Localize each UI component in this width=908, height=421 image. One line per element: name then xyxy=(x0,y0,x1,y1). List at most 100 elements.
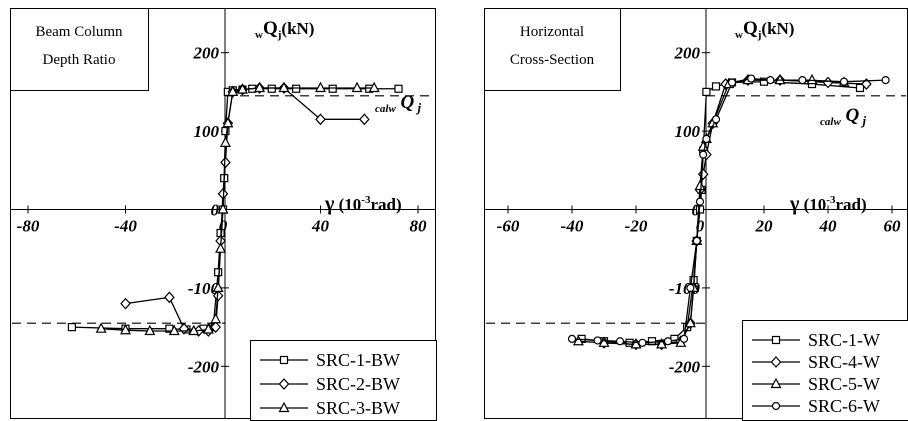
y-tick-label: -100 xyxy=(188,279,220,298)
data-point xyxy=(120,297,131,310)
data-point xyxy=(217,203,229,214)
caption-line: Beam Column xyxy=(35,24,123,40)
data-point xyxy=(798,76,807,85)
data-point xyxy=(315,113,326,126)
x-axis-title: γ (10-3rad) xyxy=(789,193,867,215)
data-point xyxy=(699,150,708,159)
data-point xyxy=(695,197,705,206)
data-point xyxy=(237,83,248,94)
data-point xyxy=(702,87,711,96)
data-point xyxy=(222,116,234,128)
data-point xyxy=(663,337,673,346)
caption-box xyxy=(484,8,621,91)
legend-marker xyxy=(279,355,289,365)
x-tick-label: 80 xyxy=(410,217,428,236)
data-point xyxy=(120,323,131,335)
legend-entry: SRC-2-BW xyxy=(316,374,400,394)
data-point xyxy=(188,324,200,336)
data-point xyxy=(254,81,266,93)
plot-frame xyxy=(10,8,436,419)
data-point xyxy=(684,316,696,328)
data-point xyxy=(368,81,380,93)
data-point xyxy=(210,321,221,334)
series-SRC-3-BW xyxy=(95,81,380,336)
y-tick-label: -200 xyxy=(669,357,701,376)
x-tick-label: 20 xyxy=(755,217,774,236)
legend-marker xyxy=(770,356,782,368)
y-tick-label: 100 xyxy=(675,122,701,141)
data-point xyxy=(630,338,642,349)
legend-entry: SRC-1-BW xyxy=(316,350,400,370)
reference-label: calw Q j xyxy=(820,105,867,128)
legend: SRC-1-BW SRC-2-BW SRC-3-BW xyxy=(250,340,437,421)
data-point xyxy=(567,334,577,343)
data-point xyxy=(67,323,76,332)
data-point xyxy=(839,77,849,86)
data-point xyxy=(212,281,224,293)
chart-panel-2: -60 -40 -20 0 20 40 602001000-100-200wQj(kN)γ … xyxy=(484,8,908,421)
data-point xyxy=(394,84,403,93)
data-point xyxy=(292,84,301,93)
data-point xyxy=(328,84,337,93)
x-axis-title: γ (10-3rad) xyxy=(324,193,402,215)
data-point xyxy=(692,236,701,245)
data-point xyxy=(679,334,689,343)
x-tick-label: 0 xyxy=(219,217,228,236)
y-tick-label: 200 xyxy=(674,44,701,63)
legend-entry: SRC-3-BW xyxy=(316,398,400,418)
data-point xyxy=(219,136,231,147)
legend-marker xyxy=(278,401,290,413)
caption-box xyxy=(10,8,149,91)
data-point xyxy=(702,134,711,144)
y-tick-label: 200 xyxy=(193,44,220,63)
data-point xyxy=(168,324,180,336)
data-point xyxy=(747,74,756,83)
data-point xyxy=(711,115,721,124)
data-point xyxy=(686,283,695,293)
chart-panel-1: -80 -40 0 40 80 200 100 0 -100 -200 wQj(kN) γ (10-3… xyxy=(10,8,437,421)
data-point xyxy=(711,82,721,91)
y-axis-title: wQj(kN) xyxy=(255,18,314,41)
x-tick-label: -80 xyxy=(17,217,40,236)
data-point xyxy=(221,126,230,136)
data-point xyxy=(202,323,214,334)
data-point xyxy=(638,338,647,347)
data-point xyxy=(855,83,865,93)
data-point xyxy=(215,242,227,253)
data-point xyxy=(615,337,625,346)
legend-box xyxy=(742,320,908,421)
data-point xyxy=(95,322,107,333)
data-point xyxy=(593,336,602,345)
data-point xyxy=(220,156,231,169)
x-tick-label: -40 xyxy=(561,217,584,236)
data-point xyxy=(278,81,290,93)
reference-label: calw Q j xyxy=(375,92,422,115)
legend-marker xyxy=(770,377,782,389)
data-point xyxy=(572,334,584,346)
data-point xyxy=(359,113,370,126)
y-tick-label: 0 xyxy=(211,201,220,220)
data-point xyxy=(227,85,239,96)
legend-entry: SRC-1-W xyxy=(808,330,880,350)
y-axis-title: wQj(kN) xyxy=(735,18,794,41)
caption-line: Depth Ratio xyxy=(43,52,116,68)
x-tick-label: 40 xyxy=(311,217,330,236)
data-point xyxy=(774,73,786,85)
legend-entry: SRC-5-W xyxy=(808,374,880,394)
x-tick-label: -60 xyxy=(497,217,520,236)
legend-entry: SRC-6-W xyxy=(808,396,880,416)
caption-line: Horizontal xyxy=(520,24,584,40)
data-point xyxy=(656,338,668,349)
legend-marker xyxy=(278,378,290,390)
data-point xyxy=(694,179,706,191)
data-point xyxy=(727,78,737,87)
data-point xyxy=(351,81,363,93)
y-tick-label: -200 xyxy=(188,357,220,376)
data-point xyxy=(647,337,657,346)
x-tick-label: 40 xyxy=(819,217,838,236)
data-point xyxy=(881,76,890,85)
legend-entry: SRC-4-W xyxy=(808,352,880,372)
data-point xyxy=(598,336,610,347)
legend-marker xyxy=(771,401,781,411)
data-point xyxy=(267,84,276,93)
